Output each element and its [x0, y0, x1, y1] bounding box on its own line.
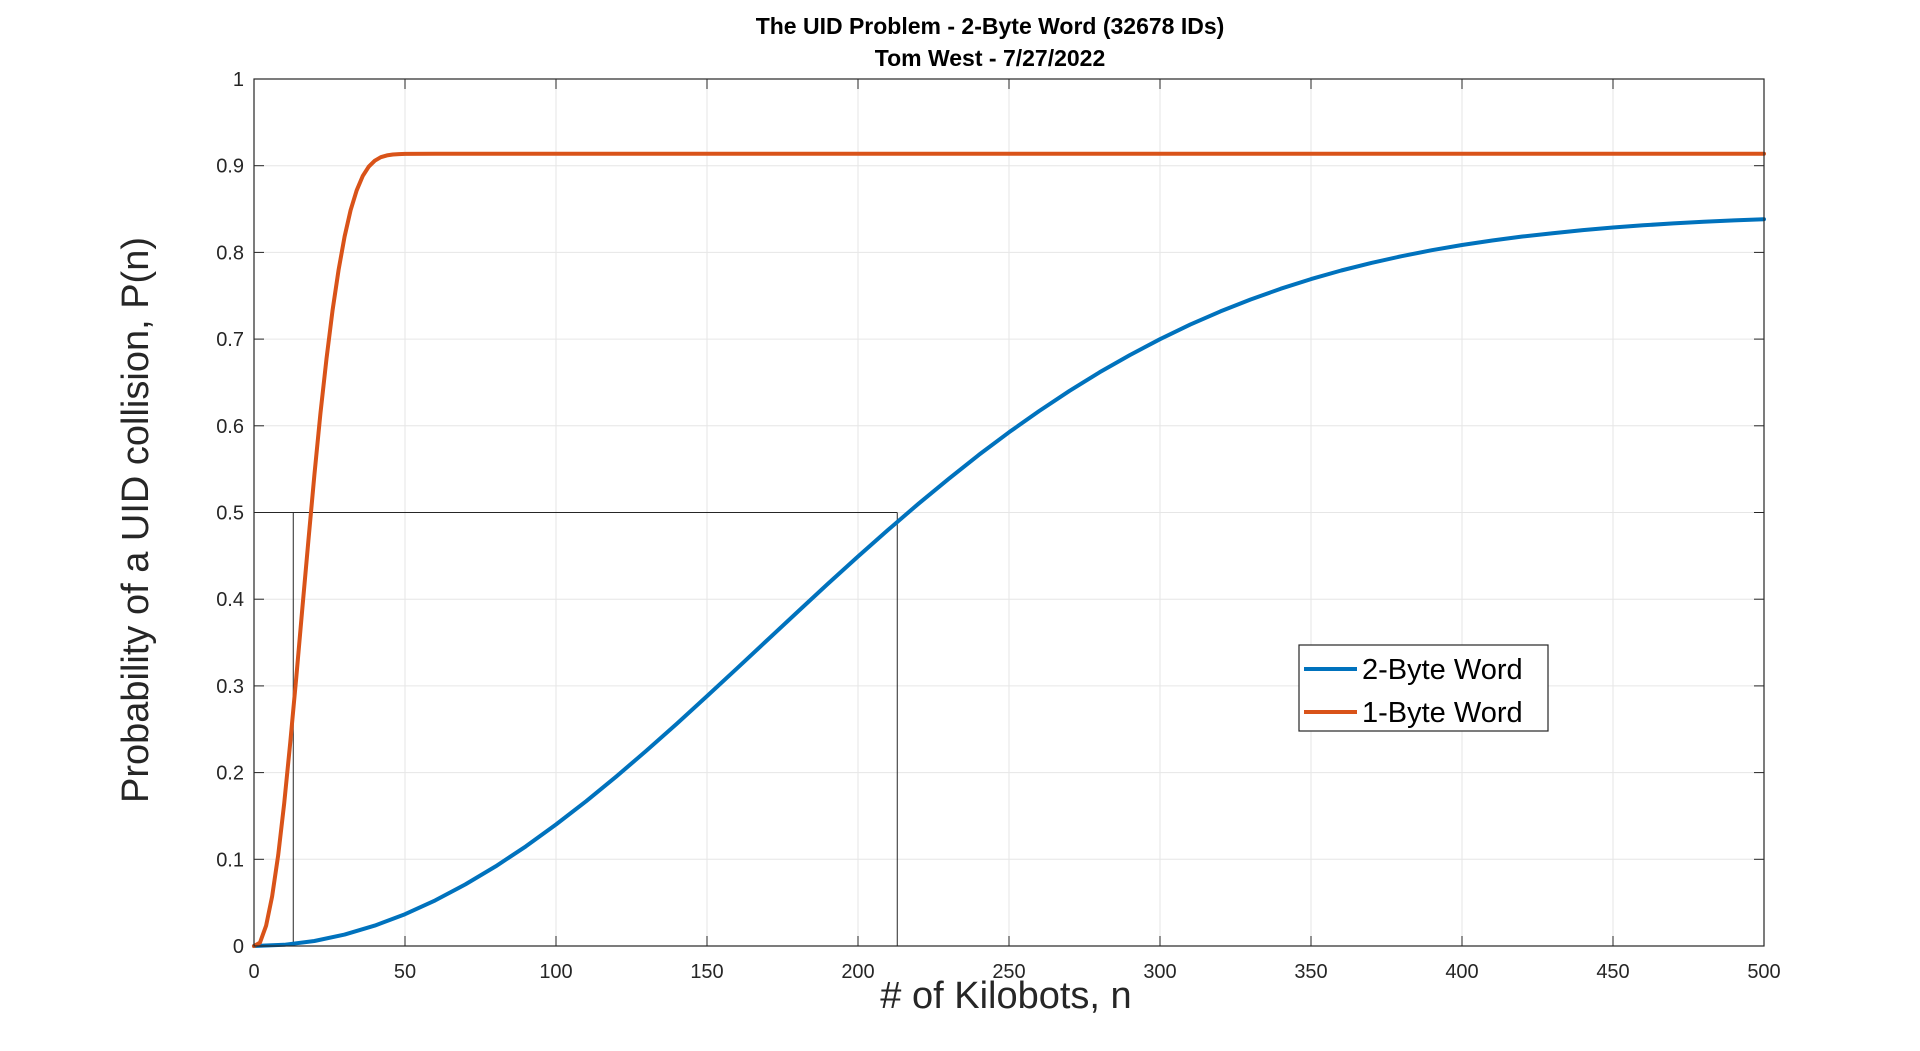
x-tick-label: 150 [690, 961, 723, 983]
series-line-2-byte-word [252, 217, 1766, 948]
y-axis-label: Probability of a UID collision, P(n) [115, 237, 157, 803]
chart-subtitle: Tom West - 7/27/2022 [875, 45, 1106, 71]
y-tick-label: 0.4 [216, 589, 244, 611]
y-tick-label: 0 [233, 936, 244, 958]
x-tick-label: 450 [1596, 961, 1629, 983]
y-tick-label: 0.3 [216, 676, 244, 698]
legend-box [1298, 644, 1549, 732]
x-tick-label: 100 [539, 961, 572, 983]
series-layer [252, 151, 1766, 948]
x-tick-label: 0 [248, 961, 259, 983]
x-axis-label: # of Kilobots, n [880, 975, 1131, 1017]
x-tick-label: 400 [1445, 961, 1478, 983]
y-tick-label: 1 [233, 69, 244, 91]
x-tick-label: 500 [1747, 961, 1780, 983]
tick-layer: 0 50 100 150 200 250 300 350 400 450 500 0 0.1 0.2 0.3… [216, 69, 1781, 983]
x-tick-label: 50 [394, 961, 416, 983]
x-tick-label: 350 [1294, 961, 1327, 983]
legend-label-2-byte: 2-Byte Word [1362, 654, 1523, 686]
y-tick-label: 0.8 [216, 242, 244, 264]
y-tick-label: 0.1 [216, 849, 244, 871]
chart-title: The UID Problem - 2-Byte Word (32678 IDs… [756, 13, 1225, 39]
y-tick-label: 0.2 [216, 763, 244, 785]
y-tick-label: 0.5 [216, 503, 244, 525]
y-tick-label: 0.7 [216, 329, 244, 351]
legend-label-1-byte: 1-Byte Word [1362, 697, 1523, 729]
y-tick-label: 0.9 [216, 156, 244, 178]
series-line-1-byte-word [252, 151, 1766, 948]
y-tick-label: 0.6 [216, 416, 244, 438]
x-tick-label: 250 [992, 961, 1025, 983]
x-tick-label: 200 [841, 961, 874, 983]
legend: 2-Byte Word 1-Byte Word [1298, 644, 1549, 732]
x-tick-label: 300 [1143, 961, 1176, 983]
